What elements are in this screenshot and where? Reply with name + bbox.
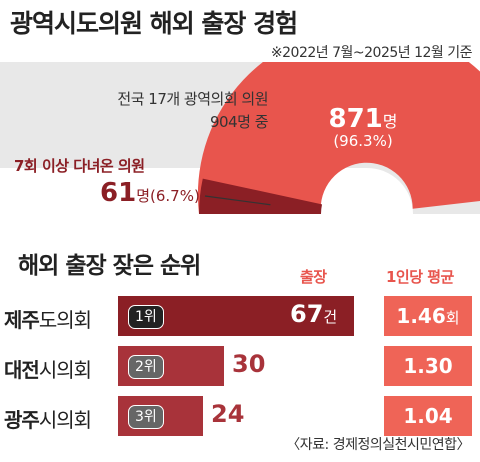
column-header-trips: 출장 (300, 268, 327, 286)
ranking-title: 해외 출장 잦은 순위 (18, 253, 201, 279)
small-slice-caption: 7회 이상 다녀온 의원 (14, 157, 145, 175)
avg-unit: 회 (445, 309, 460, 327)
ranking-row: 광주시의회 3위 24 1.04 (0, 396, 480, 436)
small-unit: 명 (136, 187, 150, 205)
small-slice-label: 61명(6.7%) (100, 178, 200, 208)
avg-box: 1.46회 (384, 296, 472, 336)
council-name: 대전시의회 (4, 354, 92, 383)
trip-count-label: 24 (211, 400, 245, 428)
council-type: 시의회 (38, 358, 92, 382)
council-type: 시의회 (38, 408, 92, 432)
council-type: 도의회 (38, 308, 92, 332)
rank-badge: 2위 (128, 355, 164, 379)
pointer-line (204, 195, 271, 206)
council-name: 제주도의회 (4, 304, 92, 333)
ranking-row: 제주도의회 1위 67건 1.46회 (0, 296, 480, 336)
total-label-line2: 904명 중 (210, 113, 269, 131)
total-label: 전국 17개 광역의회 의원 904명 중 (0, 88, 268, 134)
large-unit: 명 (382, 112, 398, 131)
ranking-row: 대전시의회 2위 30 1.30 (0, 346, 480, 386)
source-note: 〈자료: 경제정의실천시민연합〉 (286, 437, 470, 453)
large-slice-label: 871명 (96.3%) (318, 104, 408, 150)
council-region: 대전 (4, 358, 40, 382)
page-title: 광역시도의원 해외 출장 경험 (10, 9, 298, 38)
council-region: 제주 (4, 308, 40, 332)
council-region: 광주 (4, 408, 40, 432)
rank-badge: 1위 (128, 305, 164, 329)
large-pct: (96.3%) (333, 132, 393, 150)
council-name: 광주시의회 (4, 404, 92, 433)
trip-count-label: 30 (232, 350, 266, 378)
slice-overseas-members (197, 62, 480, 214)
large-count: 871 (328, 104, 383, 134)
rank-badge: 3위 (128, 405, 164, 429)
trip-count-unit: 건 (323, 308, 338, 326)
semicircle-chart (0, 62, 480, 214)
avg-value: 1.30 (403, 354, 453, 378)
avg-box: 1.30 (384, 346, 472, 386)
total-label-line1: 전국 17개 광역의회 의원 (117, 90, 268, 108)
avg-value: 1.46 (396, 304, 446, 328)
avg-value: 1.04 (403, 404, 453, 428)
small-pct: (6.7%) (150, 187, 200, 205)
small-count: 61 (100, 178, 137, 208)
avg-box: 1.04 (384, 396, 472, 436)
slice-frequent-members (199, 178, 323, 214)
trip-count-label: 67건 (290, 300, 338, 328)
period-note: ※2022년 7월~2025년 12월 기준 (270, 45, 473, 61)
column-header-avg: 1인당 평균 (386, 268, 454, 286)
